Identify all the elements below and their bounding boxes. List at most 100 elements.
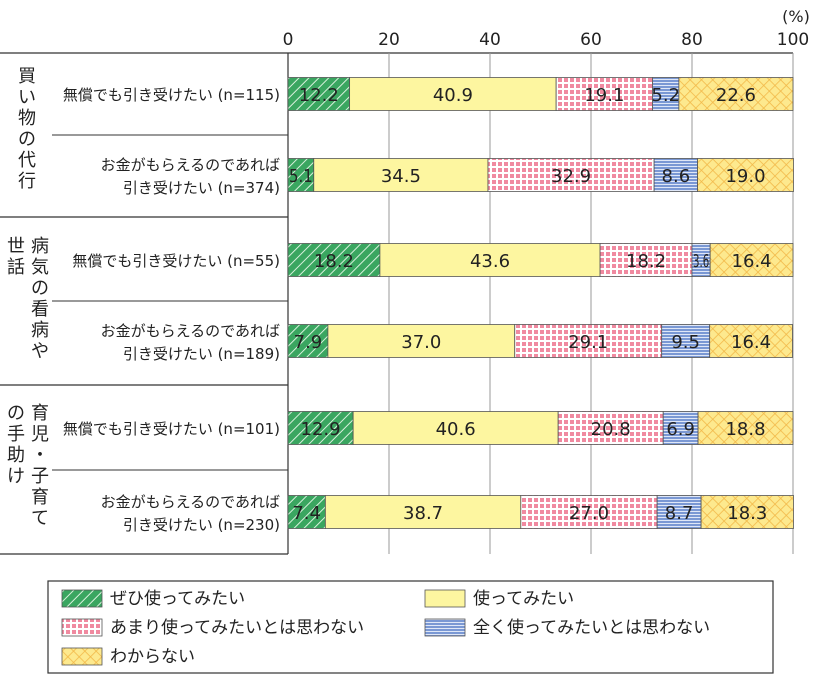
row-label: お金がもらえるのであれば <box>101 156 280 174</box>
bar-value-label: 38.7 <box>403 503 443 524</box>
bar-value-label: 20.8 <box>591 419 631 440</box>
legend-box <box>47 580 774 674</box>
group-label-char: 育 <box>31 403 49 424</box>
bar-value-label: 12.9 <box>301 419 341 440</box>
bar-value-label: 37.0 <box>401 332 441 353</box>
bar-segment <box>661 324 711 358</box>
bar-value-label: 19.0 <box>725 166 765 187</box>
group-label-char: の <box>18 129 36 150</box>
bar-value-label: 22.6 <box>716 85 756 106</box>
bar-segment <box>352 411 559 445</box>
chart-frame <box>0 52 793 555</box>
bar-value-label: 40.6 <box>436 419 476 440</box>
row-label: お金がもらえるのであれば <box>101 322 280 340</box>
bar-value-label: 6.9 <box>666 419 695 440</box>
bar-segment <box>653 158 698 192</box>
bar-value-label: 7.4 <box>292 503 321 524</box>
bar-segment <box>700 495 794 529</box>
bar-segment <box>555 77 654 111</box>
group-label-char: 病 <box>31 236 49 257</box>
bar-segment <box>514 324 663 358</box>
group-label-char: や <box>31 341 49 362</box>
group-label-char: 行 <box>18 171 36 192</box>
row-label: 無償でも引き受けたい (n=101) <box>63 420 280 438</box>
x-tick-label: 60 <box>580 30 602 50</box>
bar-segment <box>678 77 794 111</box>
group-label-char: 病 <box>31 320 49 341</box>
bar-segment <box>287 158 315 192</box>
group-label-char: 世 <box>7 236 25 257</box>
group-label-char: い <box>18 87 36 108</box>
gridlines <box>388 53 794 554</box>
bar-segment <box>709 243 794 277</box>
group-label-char: の <box>31 278 49 299</box>
group-label-char: 手 <box>7 424 25 445</box>
x-tick-label: 20 <box>378 30 400 50</box>
bar-value-label: 18.3 <box>727 503 767 524</box>
group-label-char: て <box>31 508 49 529</box>
bar-value-label: 5.1 <box>289 166 313 187</box>
legend-swatch <box>424 618 466 637</box>
x-tick-label: 100 <box>777 30 809 50</box>
x-axis-ticks: 0 20 40 60 80 100 <box>283 30 810 50</box>
group-label-char: の <box>7 403 25 424</box>
bar-value-label: 29.1 <box>568 332 608 353</box>
row-label: 無償でも引き受けたい (n=115) <box>63 86 280 104</box>
group-label-char: ・ <box>31 445 49 466</box>
bar-value-label: 8.6 <box>662 166 691 187</box>
group-label-char: 看 <box>31 299 49 320</box>
legend-swatch <box>61 589 103 608</box>
bar-value-label: 27.0 <box>569 503 609 524</box>
row-label: 引き受けたい (n=374) <box>123 179 280 197</box>
bar-value-label: 8.7 <box>665 503 694 524</box>
bar-value-label: 3.6 <box>693 251 709 272</box>
bar-value-label: 43.6 <box>470 251 510 272</box>
bar-value-label: 18.2 <box>314 251 354 272</box>
group-label-char: 子 <box>31 466 49 487</box>
legend-label: 全く使ってみたいとは思わない <box>473 617 710 638</box>
bar-segment <box>697 158 794 192</box>
bar-segment <box>697 411 794 445</box>
group-label-char: 気 <box>31 257 49 278</box>
bar-segment <box>557 411 664 445</box>
bar-segment <box>349 77 557 111</box>
bar-value-label: 18.2 <box>626 251 666 272</box>
bar-value-label: 7.9 <box>294 332 323 353</box>
group-label-char: け <box>7 466 25 487</box>
bars: 12.2 40.9 19.1 5.2 22.6 5.1 34.5 32.9 8.6 19.0 18.… <box>287 77 794 529</box>
unit-label: (%) <box>782 7 810 26</box>
group-label-char: 児 <box>31 424 49 445</box>
legend-label: 使ってみたい <box>473 588 574 609</box>
group-label-char: 育 <box>31 487 49 508</box>
x-tick-label: 0 <box>283 30 294 50</box>
legend-label: わからない <box>110 647 195 667</box>
bar-segment <box>662 411 699 445</box>
bar-value-label: 32.9 <box>551 166 591 187</box>
bar-segment <box>324 495 522 529</box>
row-label: 引き受けたい (n=230) <box>123 516 280 534</box>
bar-segment <box>599 243 693 277</box>
group-label-char: 買 <box>18 66 36 87</box>
group-label-char: 代 <box>18 150 36 171</box>
bar-segment <box>709 324 793 358</box>
bar-segment <box>313 158 489 192</box>
row-label: お金がもらえるのであれば <box>101 493 280 511</box>
legend-swatch <box>61 618 103 637</box>
bar-segment <box>652 77 680 111</box>
bar-value-label: 18.8 <box>725 419 765 440</box>
row-label: 引き受けたい (n=189) <box>123 345 280 363</box>
legend-label: あまり使ってみたいとは思わない <box>110 617 364 638</box>
bar-segment <box>656 495 702 529</box>
bar-value-label: 16.4 <box>732 251 772 272</box>
bar-value-label: 34.5 <box>381 166 421 187</box>
bar-value-label: 5.2 <box>651 85 680 106</box>
legend-swatch <box>61 647 103 666</box>
legend-swatch <box>424 589 466 608</box>
x-tick-label: 40 <box>479 30 501 50</box>
row-label: 無償でも引き受けたい (n=55) <box>72 252 280 270</box>
bar-segment <box>287 411 354 445</box>
bar-segment <box>287 243 381 277</box>
